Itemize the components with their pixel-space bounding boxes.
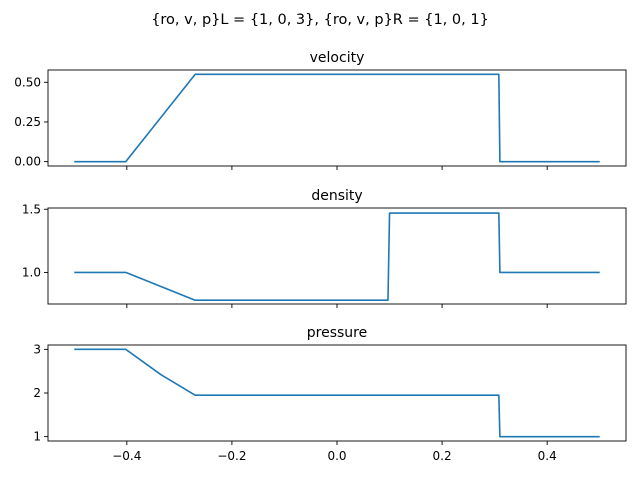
y-tick-label: 1.5 xyxy=(22,202,41,216)
subplot-velocity: velocity 0.00 0.25 0.50 xyxy=(14,50,627,170)
axes-frame xyxy=(47,207,627,305)
y-tick-label: 3 xyxy=(33,342,41,356)
subplot-density: density 1.0 1.5 xyxy=(22,188,627,308)
axes-frame xyxy=(47,344,627,442)
subplot-pressure: pressure 1 2 3 −0.4 −0.2 0.0 0.2 0.4 xyxy=(33,325,627,463)
series-line-velocity xyxy=(74,73,600,163)
y-tick-label: 0.50 xyxy=(14,75,41,89)
y-tick-label: 0.00 xyxy=(14,155,41,169)
x-tick-label: 0.2 xyxy=(433,449,452,463)
subplot-title: velocity xyxy=(310,50,365,66)
series-line-density xyxy=(74,212,600,302)
subplots: velocity 0.00 0.25 0.50 density 1.0 1.5 pressur… xyxy=(14,50,627,463)
series-line-pressure xyxy=(74,348,600,438)
x-tick-label: −0.4 xyxy=(112,449,141,463)
y-tick-label: 1.0 xyxy=(22,265,41,279)
subplot-title: density xyxy=(311,188,362,204)
subplot-title: pressure xyxy=(307,325,367,341)
figure-suptitle: {ro, v, p}L = {1, 0, 3}, {ro, v, p}R = {… xyxy=(151,12,489,28)
x-tick-label: 0.0 xyxy=(327,449,346,463)
y-tick-label: 1 xyxy=(33,430,41,444)
y-tick-label: 2 xyxy=(33,386,41,400)
x-tick-label: −0.2 xyxy=(217,449,246,463)
y-tick-label: 0.25 xyxy=(14,115,41,129)
x-tick-label: 0.4 xyxy=(538,449,557,463)
